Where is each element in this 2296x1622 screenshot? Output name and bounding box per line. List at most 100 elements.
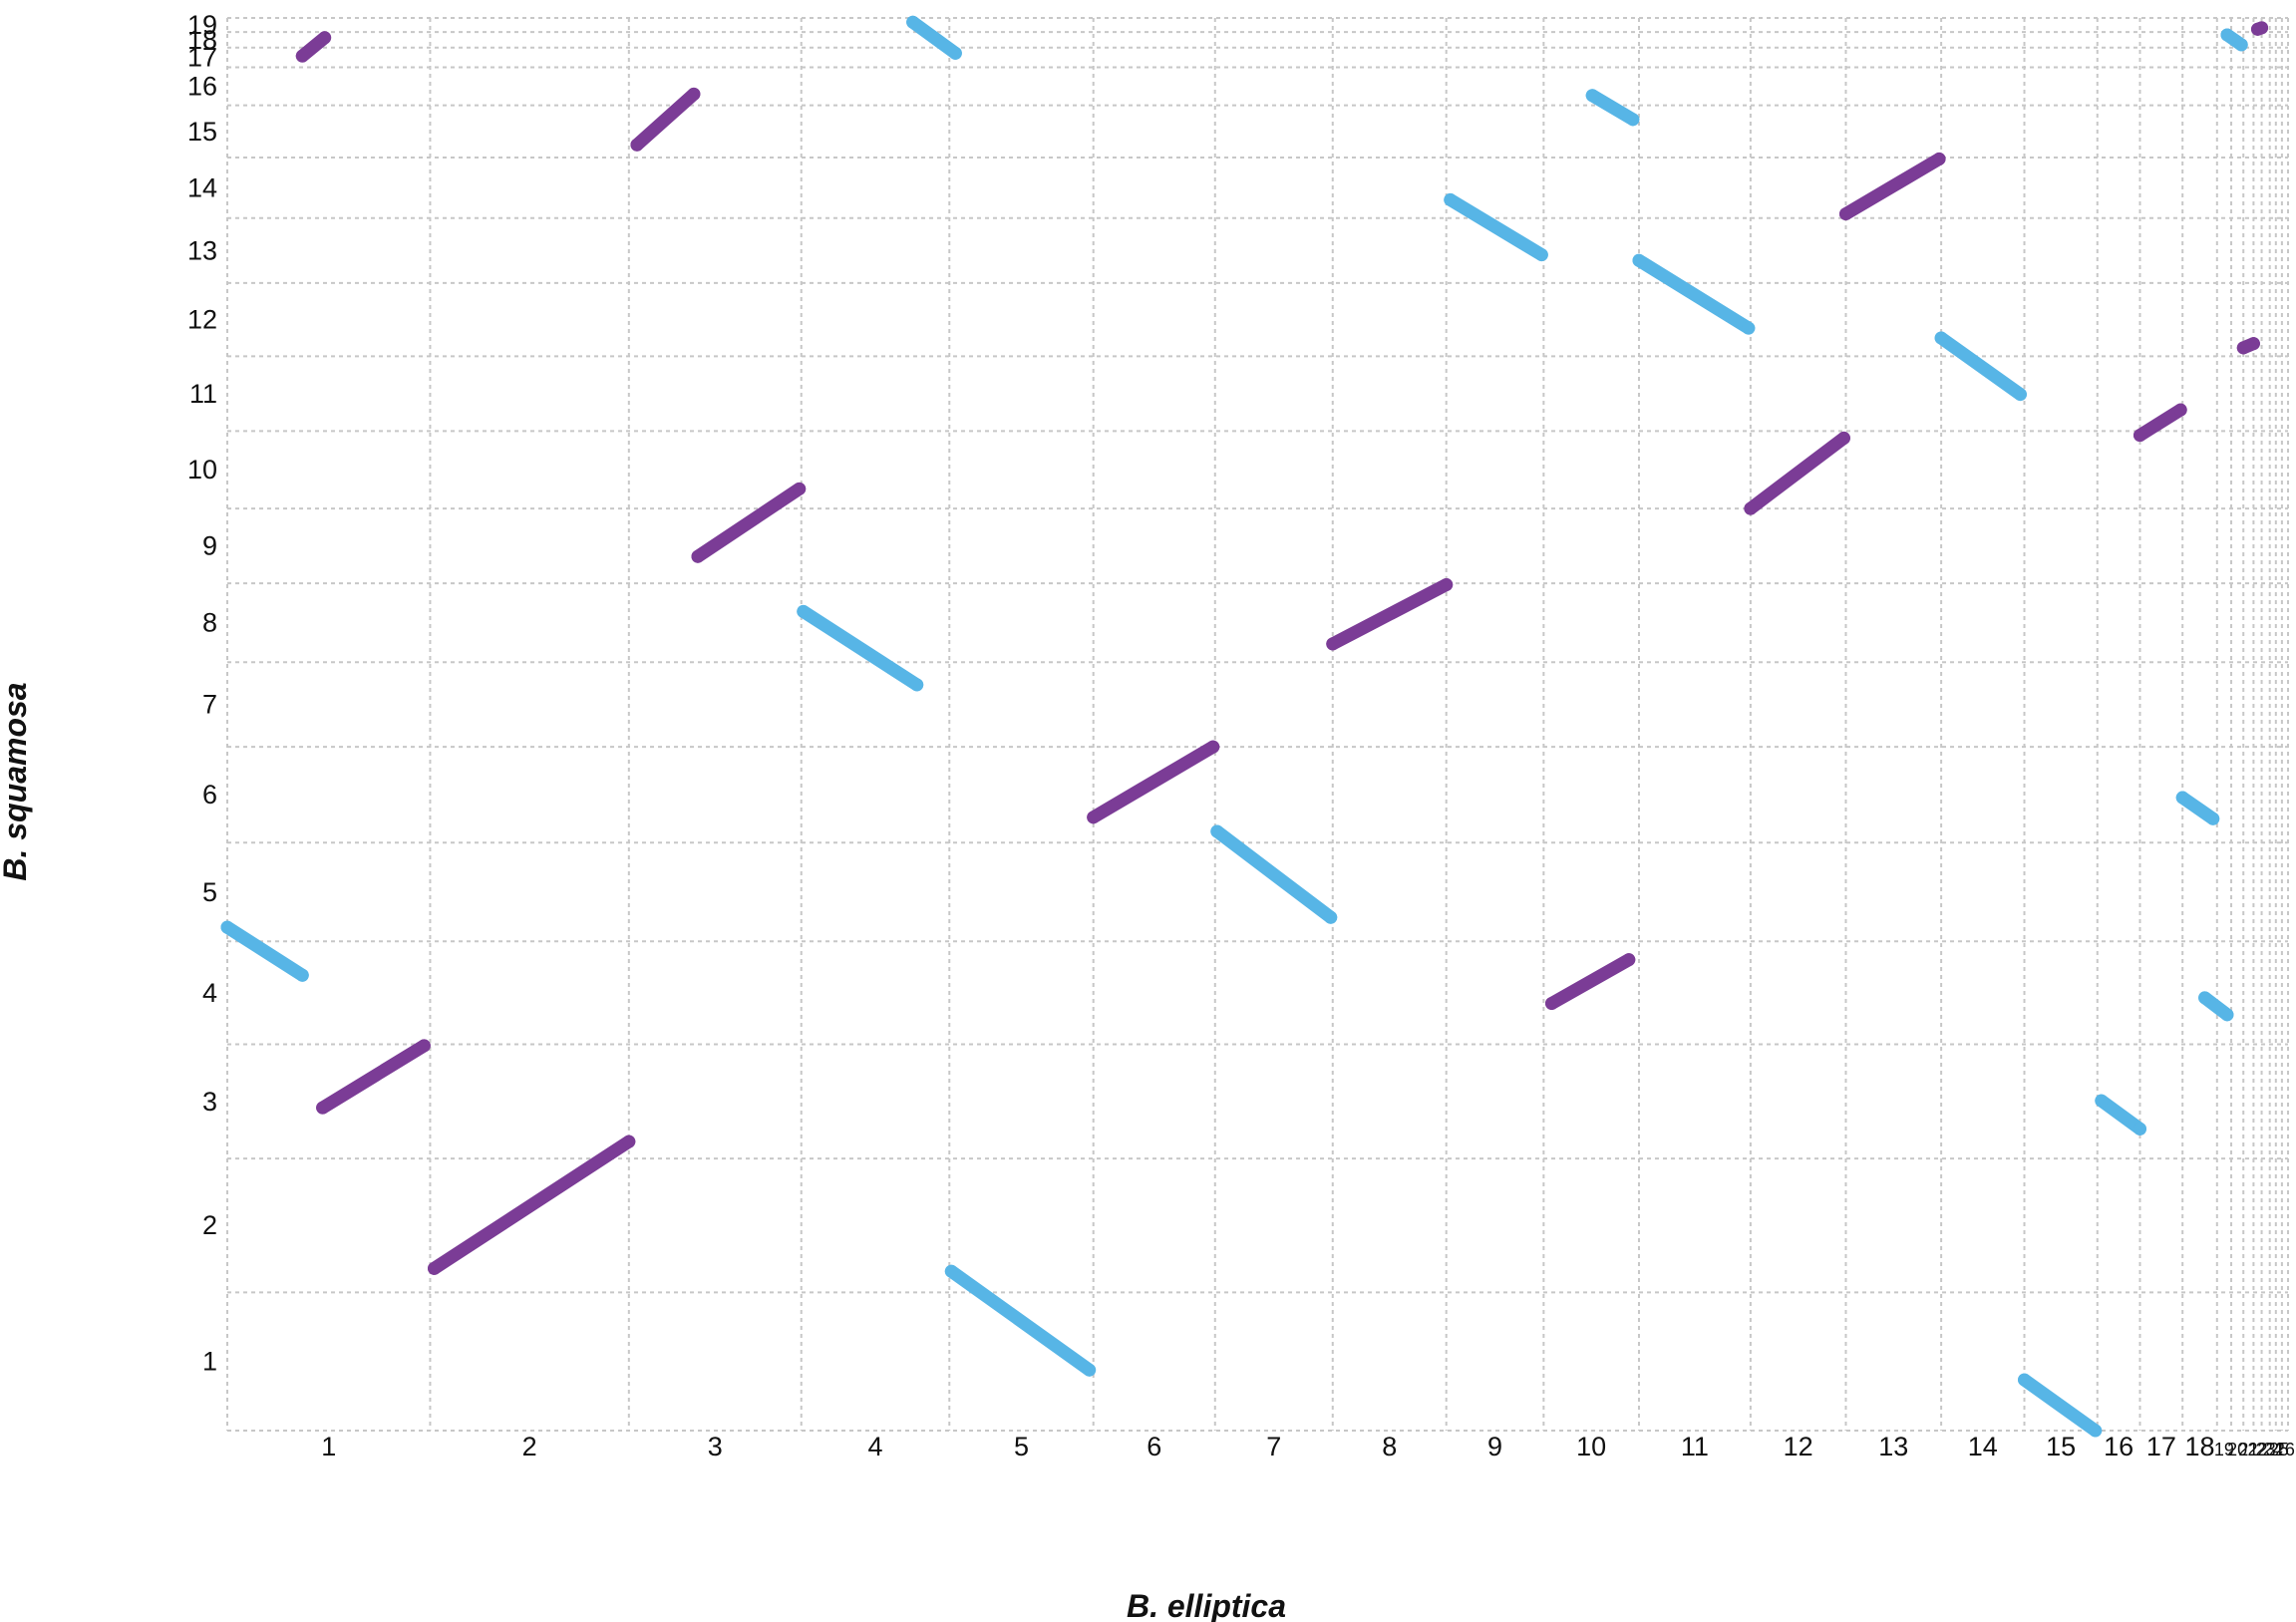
alignment-block-forward (630, 87, 701, 152)
alignment-point (1440, 577, 1454, 591)
y-tick-label: 3 (202, 1087, 217, 1117)
x-tick-label: 7 (1266, 1432, 1281, 1461)
alignment-block-reverse (906, 15, 962, 60)
x-tick-label: 14 (1968, 1432, 1998, 1461)
alignment-block-reverse (2095, 1094, 2146, 1135)
alignment-block-reverse (944, 1264, 1097, 1377)
alignment-block-forward (316, 1039, 431, 1115)
alignment-point (948, 46, 962, 60)
y-tick-label: 5 (202, 877, 217, 907)
alignment-point (944, 1264, 958, 1278)
x-tick-label: 21 (2238, 1440, 2258, 1460)
y-tick-label: 8 (202, 608, 217, 638)
y-tick-label: 15 (187, 117, 217, 147)
alignment-point (2234, 38, 2248, 52)
alignment-point (2018, 1373, 2032, 1387)
y-tick-label: 18 (187, 25, 217, 55)
alignment-point (2173, 403, 2187, 417)
alignment-point (1836, 431, 1850, 445)
x-tick-label: 20 (2227, 1440, 2247, 1460)
alignment-point (2198, 991, 2212, 1005)
alignment-block-forward (1326, 577, 1454, 651)
alignment-point (2255, 21, 2269, 35)
alignment-block-forward (1838, 152, 1946, 221)
alignment-point (2206, 811, 2220, 825)
alignment-point (1326, 637, 1340, 651)
alignment-point (1744, 501, 1758, 515)
alignment-point (316, 1101, 330, 1115)
x-tick-label: 24 (2263, 1440, 2283, 1460)
x-tick-label: 1 (321, 1432, 336, 1461)
alignment-point (2013, 388, 2027, 402)
alignment-point (2236, 341, 2250, 355)
y-tick-label: 19 (187, 10, 217, 40)
alignment-block-reverse (1632, 253, 1756, 335)
x-tick-label: 4 (867, 1432, 882, 1461)
y-tick-label: 4 (202, 978, 217, 1008)
alignment-point (1206, 740, 1220, 754)
alignment-block-reverse (2018, 1373, 2103, 1438)
y-tick-label: 14 (187, 172, 217, 202)
alignment-point (630, 138, 644, 152)
alignment-point (2175, 791, 2189, 805)
alignment-block-forward (2132, 403, 2187, 443)
alignment-block-reverse (1585, 89, 1640, 127)
alignment-point (1444, 192, 1458, 206)
alignment-point (2220, 1008, 2234, 1022)
alignment-block-forward (691, 482, 807, 563)
y-tick-label: 1 (202, 1347, 217, 1377)
alignment-point (417, 1039, 431, 1053)
alignment-point (1544, 997, 1558, 1011)
x-tick-label: 6 (1147, 1432, 1161, 1461)
x-axis-title: B. elliptica (1127, 1588, 1286, 1622)
alignment-point (295, 49, 309, 63)
alignment-point (2220, 28, 2234, 42)
y-tick-label: 13 (187, 235, 217, 265)
alignment-point (1742, 321, 1756, 335)
alignment-block-reverse (797, 604, 924, 692)
y-tick-label: 17 (187, 43, 217, 73)
alignment-point (1838, 207, 1852, 221)
y-tick-label: 9 (202, 531, 217, 561)
alignment-block-reverse (220, 920, 309, 982)
alignment-point (2089, 1424, 2103, 1438)
alignment-point (793, 482, 807, 495)
alignment-point (1087, 811, 1101, 824)
y-tick-label: 7 (202, 690, 217, 720)
alignment-block-reverse (1934, 331, 2027, 402)
alignment-point (1324, 910, 1338, 924)
alignment-point (428, 1261, 442, 1275)
alignment-block-forward (1544, 953, 1636, 1011)
x-tick-label: 22 (2247, 1440, 2267, 1460)
x-tick-label: 18 (2184, 1432, 2214, 1461)
grid-lines (226, 17, 2289, 1432)
x-tick-label: 9 (1487, 1432, 1502, 1461)
alignment-point (687, 87, 701, 101)
alignment-point (2095, 1094, 2109, 1108)
alignment-point (910, 678, 924, 692)
alignment-block-forward (1087, 740, 1220, 824)
y-axis-title: B. squamosa (0, 682, 33, 880)
x-tick-label: 16 (2104, 1432, 2133, 1461)
alignment-point (2132, 429, 2146, 443)
alignment-point (797, 604, 811, 618)
alignment-point (2246, 337, 2260, 351)
x-tick-label: 11 (1681, 1432, 1709, 1461)
alignment-point (318, 31, 332, 45)
x-tick-label: 13 (1878, 1432, 1908, 1461)
y-tick-label: 16 (187, 72, 217, 102)
y-tick-label: 6 (202, 780, 217, 810)
alignment-block-reverse (1210, 824, 1338, 924)
alignment-block-forward (1744, 431, 1850, 515)
x-tick-label: 10 (1576, 1432, 1606, 1461)
alignment-point (691, 549, 705, 563)
y-tick-label: 10 (187, 455, 217, 485)
y-tick-label: 2 (202, 1210, 217, 1240)
alignment-point (295, 968, 309, 982)
alignment-point (1210, 824, 1224, 838)
alignment-point (2132, 1122, 2146, 1135)
alignment-point (1622, 953, 1636, 967)
alignment-block-forward (428, 1135, 636, 1275)
alignment-point (1534, 248, 1548, 262)
